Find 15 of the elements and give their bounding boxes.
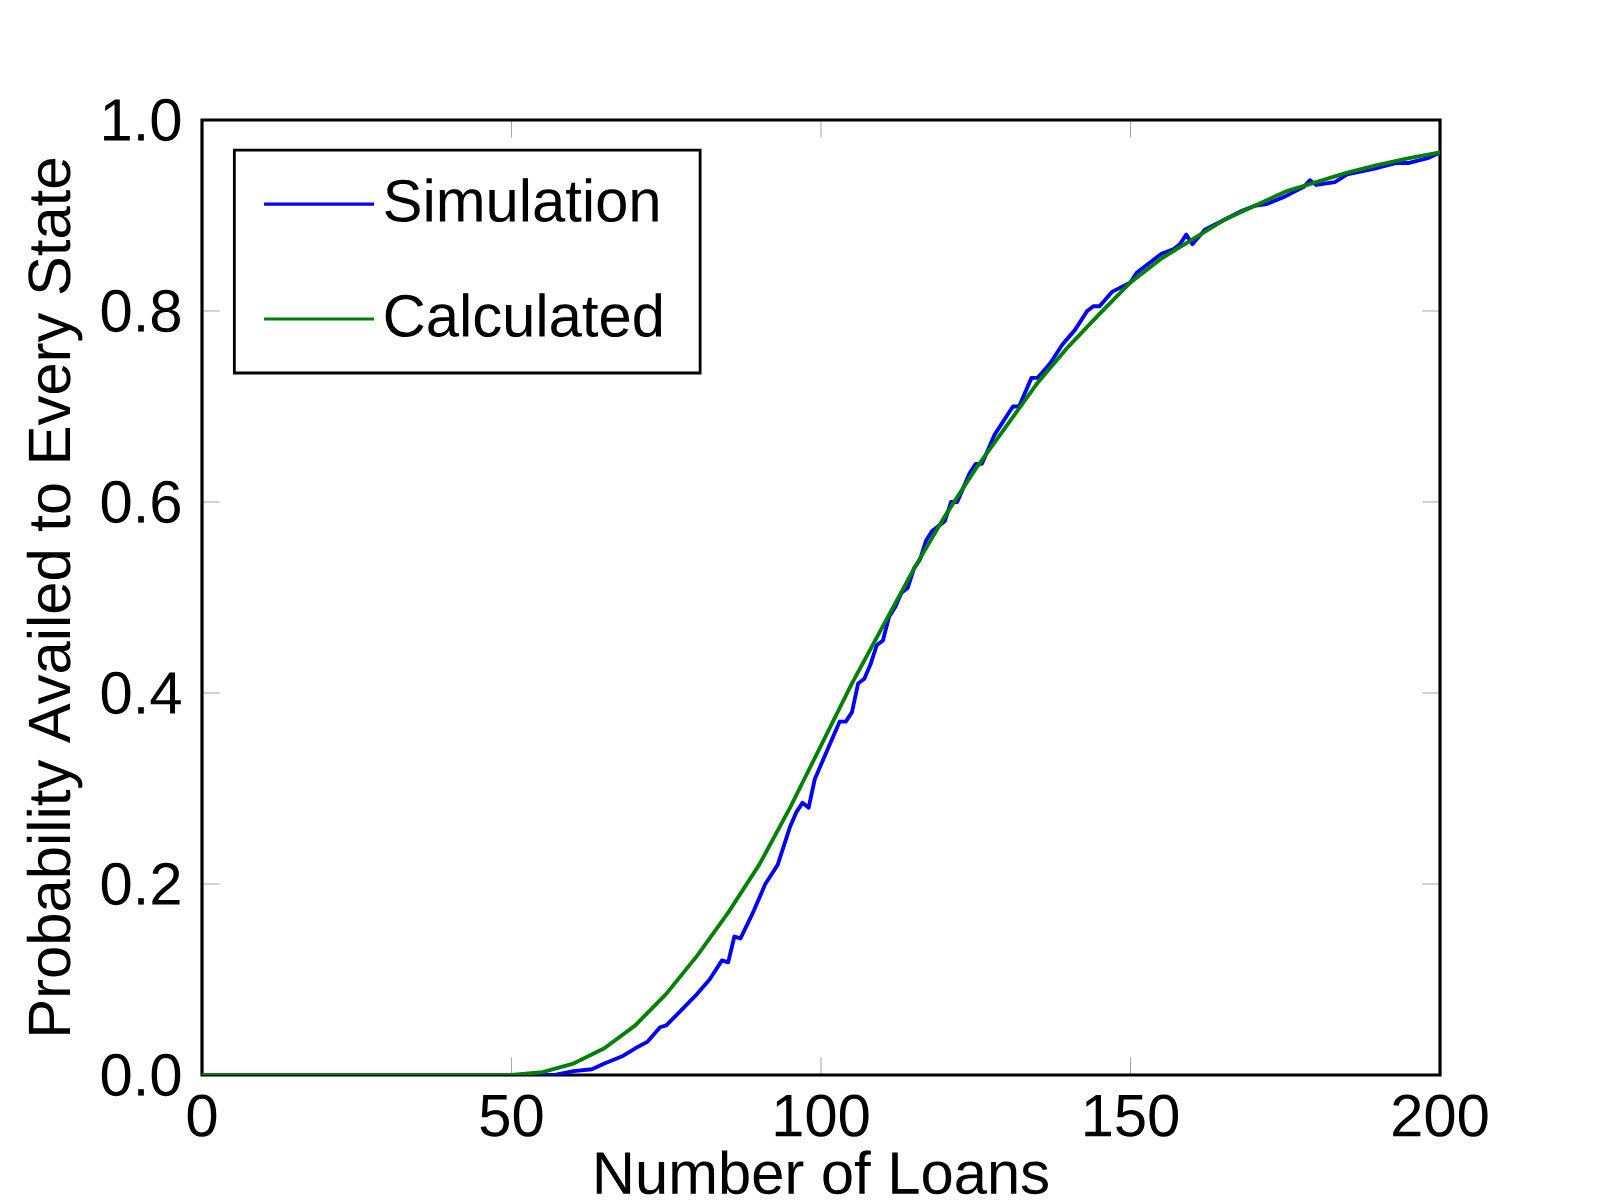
legend-label: Calculated — [385, 293, 662, 338]
x-tick-label: 50 — [480, 1094, 543, 1137]
y-tick-label: 0.8 — [101, 289, 180, 333]
x-tick-label: 100 — [775, 1094, 869, 1137]
x-tick-label: 0 — [187, 1094, 217, 1137]
x-tick-label: 200 — [1393, 1094, 1488, 1137]
legend-label: Simulation — [385, 178, 658, 223]
x-axis-title: Number of Loans — [596, 1150, 1048, 1195]
y-tick-label: 1.0 — [104, 98, 181, 142]
x-tick-label: 150 — [1085, 1094, 1179, 1137]
y-tick-label: 0.2 — [101, 862, 180, 906]
y-axis-title: Probability Availed to Every State — [26, 159, 83, 1034]
y-tick-label: 0.4 — [101, 671, 181, 715]
y-tick-label: 0.6 — [101, 480, 180, 524]
y-tick-label: 0.0 — [101, 1053, 181, 1097]
